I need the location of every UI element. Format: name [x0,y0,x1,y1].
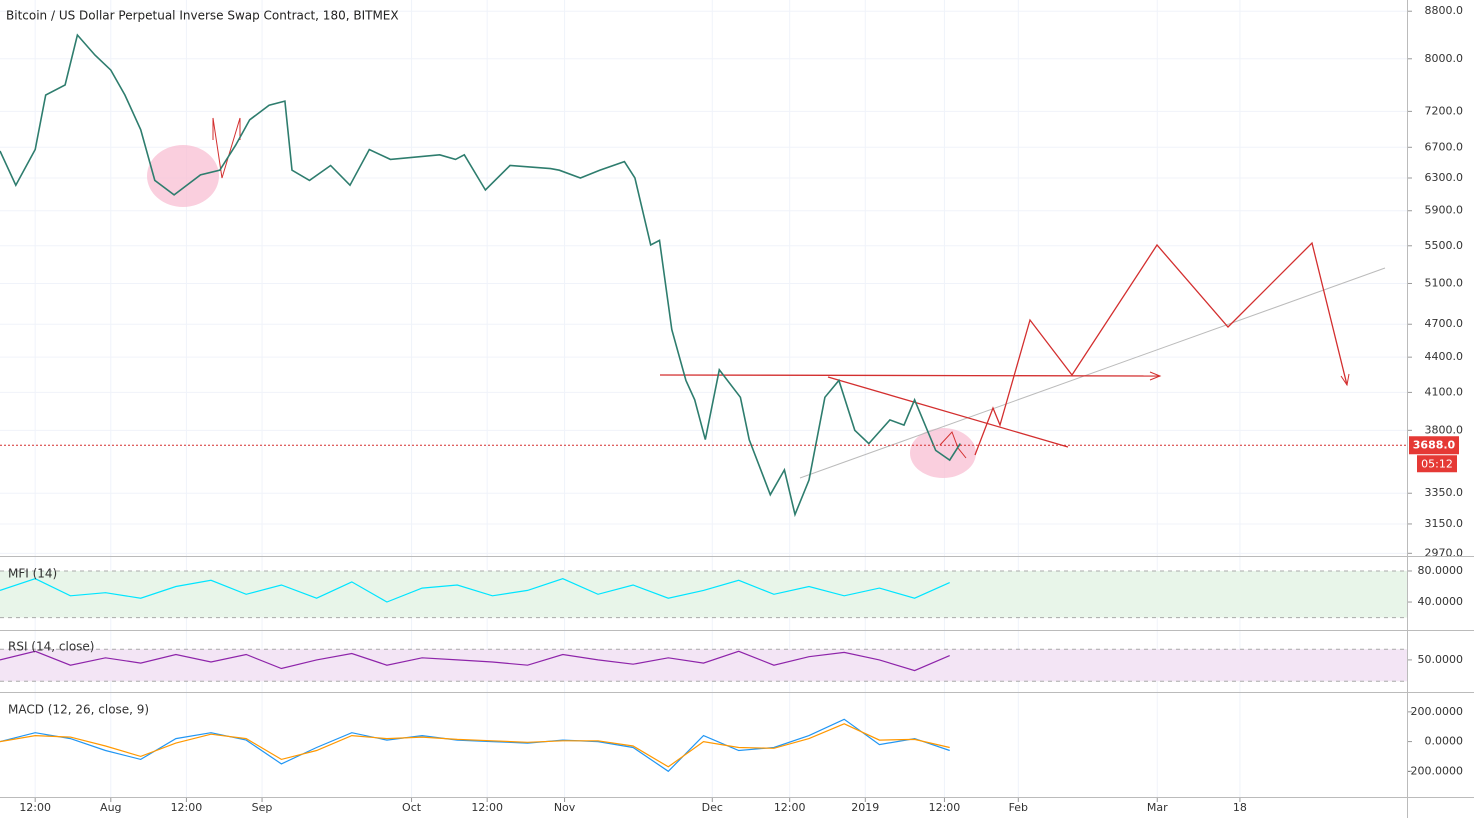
x-tick-label: 12:00 [471,801,503,814]
y-tick-label: 4400.0 [1425,350,1464,363]
y-tick-label: 6300.0 [1425,171,1464,184]
indicator-band [0,649,1407,682]
y-tick-label: 200.0000 [1411,705,1464,718]
x-tick-label: Dec [702,801,723,814]
x-tick-label: Feb [1009,801,1028,814]
y-tick-label: 4100.0 [1425,385,1464,398]
x-tick-label: 2019 [851,801,879,814]
y-tick-label: 5500.0 [1425,239,1464,252]
series-line [0,650,950,672]
y-tick-label: 80.0000 [1418,564,1464,577]
arrow-head [1149,371,1162,381]
y-tick-label: 0.0000 [1425,735,1464,748]
y-tick-label: 7200.0 [1425,104,1464,117]
drawings [147,117,1386,479]
y-tick-label: 40.0000 [1418,595,1464,608]
x-tick-label: Mar [1147,801,1168,814]
projection-path [939,431,967,459]
trend-line [799,267,1386,479]
arrow-head [1340,373,1350,387]
chart-title: Bitcoin / US Dollar Perpetual Inverse Sw… [6,9,399,23]
y-tick-label: 50.0000 [1418,653,1464,666]
y-tick-label: 8000.0 [1425,52,1464,65]
y-tick-label: 3350.0 [1425,486,1464,499]
indicator-band [0,570,1407,618]
resistance-line [659,374,1161,377]
x-tick-label: 12:00 [929,801,961,814]
y-tick-label: 2970.0 [1425,546,1464,559]
x-tick-label: Oct [402,801,422,814]
current-price-label: 3688.0 [1413,438,1456,451]
pane-title: RSI (14, close) [8,640,94,654]
y-tick-label: 4700.0 [1425,317,1464,330]
highlight [147,145,219,207]
countdown-label: 05:12 [1421,457,1453,470]
x-tick-label: 12:00 [774,801,806,814]
projection-path [212,117,241,179]
y-tick-label: 5100.0 [1425,276,1464,289]
y-tick-label: 8800.0 [1425,4,1464,17]
projection-path [974,241,1348,456]
x-tick-label: Sep [252,801,273,814]
price-badge [1409,436,1459,455]
x-tick-label: 12:00 [171,801,203,814]
pane-title: MFI (14) [8,567,57,581]
series-line [0,578,950,603]
series-line [0,718,950,773]
series-line [0,723,950,768]
x-tick-label: 18 [1233,801,1247,814]
x-tick-label: Nov [554,801,576,814]
y-tick-label: 3150.0 [1425,517,1464,530]
plot: 8800.0 8000.0 7200.0 6700.0 6300.0 5900.0 5500… [0,4,1463,814]
pane-title: MACD (12, 26, close, 9) [8,703,149,717]
trend-line [827,376,1069,448]
grid [0,0,1407,797]
y-tick-label: -200.0000 [1407,764,1463,777]
y-tick-label: 3800.0 [1425,423,1464,436]
x-tick-label: Aug [100,801,121,814]
series-line [0,33,961,518]
y-tick-label: 6700.0 [1425,140,1464,153]
countdown-badge [1417,455,1457,473]
x-tick-label: 12:00 [19,801,51,814]
y-tick-label: 5900.0 [1425,204,1464,217]
highlight [910,428,976,478]
